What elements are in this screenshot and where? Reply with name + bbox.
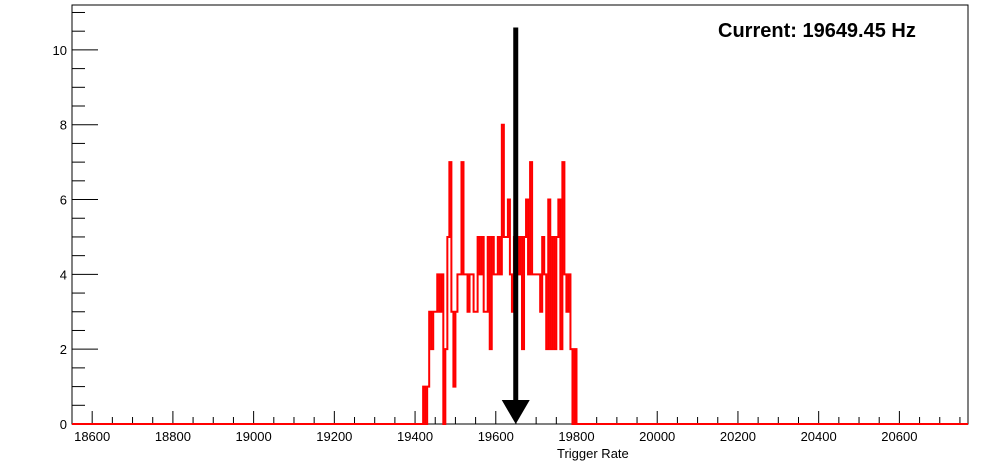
- histogram-series: [72, 123, 968, 425]
- y-tick-label: 0: [60, 417, 67, 432]
- plot-frame: [71, 4, 969, 425]
- x-axis-ticks: 18600 18800 19000 19200 19400 19600 19800 20000…: [71, 411, 961, 444]
- current-marker: [501, 27, 530, 424]
- y-tick-label: 4: [60, 267, 67, 282]
- x-tick-label: 18800: [155, 429, 191, 444]
- x-tick-label: 20200: [720, 429, 756, 444]
- x-tick-label: 18600: [74, 429, 110, 444]
- x-tick-label: 20400: [801, 429, 837, 444]
- y-tick-label: 10: [53, 43, 67, 58]
- histogram-outline: [72, 123, 968, 425]
- y-tick-label: 8: [60, 118, 67, 133]
- x-tick-label: 20600: [881, 429, 917, 444]
- x-tick-label: 19200: [316, 429, 352, 444]
- x-tick-label: 19800: [558, 429, 594, 444]
- marker-arrow-head: [501, 400, 530, 424]
- annotation-current: Current: 19649.45 Hz: [718, 20, 916, 42]
- x-tick-label: 20000: [639, 429, 675, 444]
- y-tick-label: 2: [60, 342, 67, 357]
- x-tick-label: 19000: [236, 429, 272, 444]
- x-tick-label: 19400: [397, 429, 433, 444]
- x-tick-label: 19600: [478, 429, 514, 444]
- y-tick-label: 6: [60, 193, 67, 208]
- x-axis-title: Trigger Rate: [557, 446, 629, 461]
- y-axis-ticks: 0 2 4 6 8 10: [53, 11, 98, 432]
